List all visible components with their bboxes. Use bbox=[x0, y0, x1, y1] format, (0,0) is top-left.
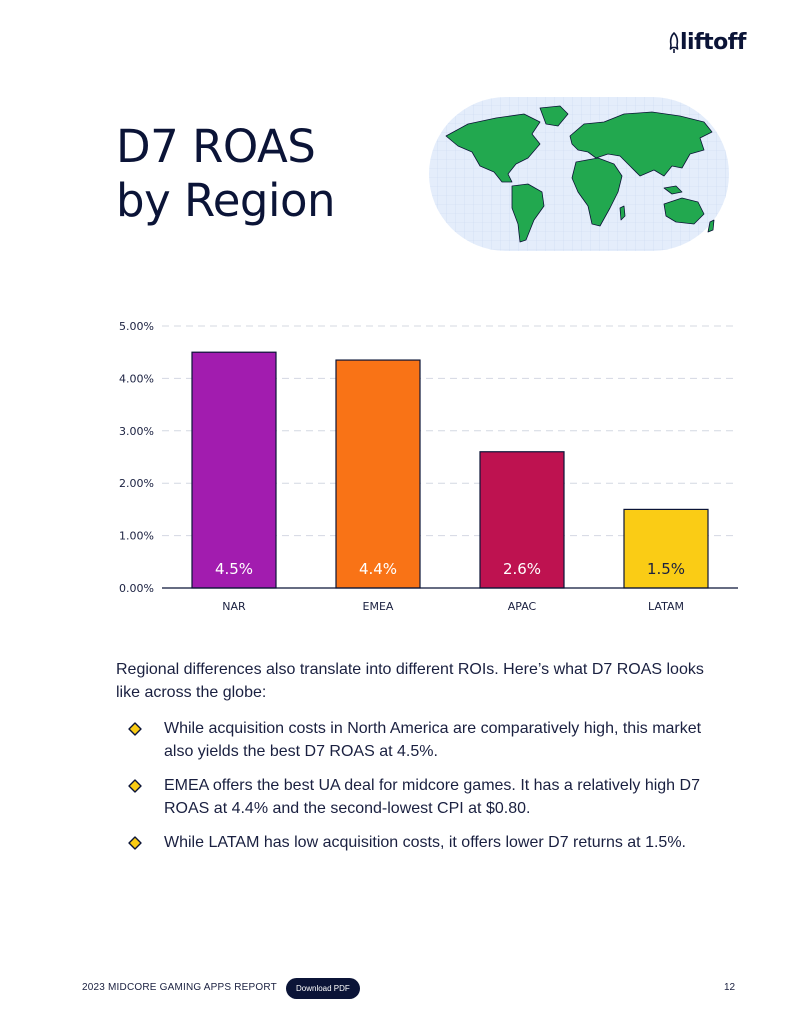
rocket-icon bbox=[669, 31, 679, 53]
footer-report-title: 2023 MIDCORE GAMING APPS REPORT bbox=[82, 982, 277, 993]
bullet-text: While acquisition costs in North America… bbox=[164, 720, 702, 760]
bullet-text: EMEA offers the best UA deal for midcore… bbox=[164, 777, 700, 817]
bullet-item: While LATAM has low acquisition costs, i… bbox=[116, 831, 726, 854]
y-tick-label: 4.00% bbox=[119, 372, 154, 385]
world-map-illustration bbox=[429, 97, 729, 251]
bar bbox=[335, 359, 421, 589]
africa-shape bbox=[571, 157, 623, 227]
x-tick-label: APAC bbox=[508, 600, 537, 613]
north-america-shape bbox=[445, 113, 541, 183]
bullet-item: While acquisition costs in North America… bbox=[116, 717, 726, 763]
x-tick-label: LATAM bbox=[648, 600, 684, 613]
x-tick-label: EMEA bbox=[363, 600, 394, 613]
x-tick-label: NAR bbox=[222, 600, 246, 613]
liftoff-logo: liftoff bbox=[668, 30, 746, 55]
page-number: 12 bbox=[724, 982, 736, 993]
diamond-bullet-icon bbox=[128, 836, 142, 850]
y-tick-label: 3.00% bbox=[119, 425, 154, 438]
bar-data-label: 1.5% bbox=[647, 560, 685, 578]
australia-shape bbox=[663, 197, 705, 225]
y-tick-label: 5.00% bbox=[119, 320, 154, 333]
bar-data-label: 4.5% bbox=[215, 560, 253, 578]
bar bbox=[479, 451, 565, 589]
islands-shape bbox=[663, 185, 683, 195]
logo-text: liftoff bbox=[680, 30, 746, 55]
title-line-2: by Region bbox=[116, 174, 336, 227]
south-america-shape bbox=[511, 183, 545, 243]
bullet-text: While LATAM has low acquisition costs, i… bbox=[164, 834, 686, 851]
intro-paragraph: Regional differences also translate into… bbox=[116, 661, 704, 701]
y-tick-label: 2.00% bbox=[119, 477, 154, 490]
bar bbox=[623, 508, 709, 589]
bullet-list: While acquisition costs in North America… bbox=[116, 717, 726, 865]
d7-roas-bar-chart: 0.00% 1.00% 2.00% 3.00% 4.00% 5.00% 4.5% NAR 4.4… bbox=[119, 320, 738, 613]
bar bbox=[191, 351, 277, 589]
greenland-shape bbox=[539, 105, 569, 127]
bar-data-label: 2.6% bbox=[503, 560, 541, 578]
bar-data-label: 4.4% bbox=[359, 560, 397, 578]
download-pdf-button[interactable]: Download PDF bbox=[286, 978, 360, 999]
bullet-item: EMEA offers the best UA deal for midcore… bbox=[116, 774, 726, 820]
new-zealand-shape bbox=[707, 219, 715, 233]
y-tick-label: 0.00% bbox=[119, 582, 154, 595]
diamond-bullet-icon bbox=[128, 779, 142, 793]
eurasia-shape bbox=[569, 111, 713, 177]
y-tick-label: 1.00% bbox=[119, 530, 154, 543]
page-title: D7 ROAS by Region bbox=[116, 120, 336, 228]
diamond-bullet-icon bbox=[128, 722, 142, 736]
madagascar-shape bbox=[619, 205, 626, 221]
title-line-1: D7 ROAS bbox=[116, 120, 316, 173]
